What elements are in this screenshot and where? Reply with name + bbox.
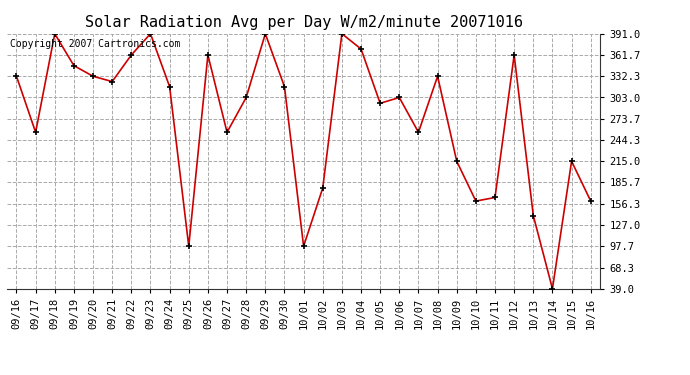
Text: Copyright 2007 Cartronics.com: Copyright 2007 Cartronics.com [10, 39, 180, 49]
Title: Solar Radiation Avg per Day W/m2/minute 20071016: Solar Radiation Avg per Day W/m2/minute … [85, 15, 522, 30]
